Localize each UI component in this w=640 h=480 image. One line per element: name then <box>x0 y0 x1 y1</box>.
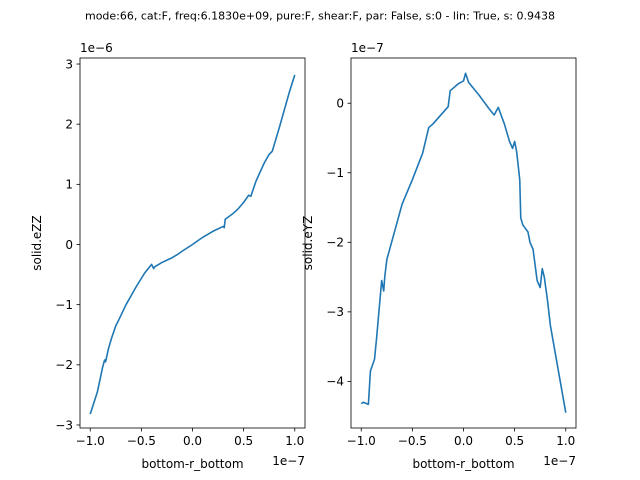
y-tick-label: 3 <box>65 57 73 71</box>
y-tick-label: −1 <box>326 166 344 180</box>
x-tick-label: 0.5 <box>234 434 253 448</box>
y-tick-label: −1 <box>55 298 73 312</box>
y-axis-multiplier: 1e−7 <box>351 41 384 55</box>
y-tick-label: −3 <box>326 305 344 319</box>
series-line-0 <box>360 72 567 413</box>
x-tick-label: 0.0 <box>183 434 202 448</box>
x-tick-label: 0.0 <box>454 434 473 448</box>
y-tick-label: −3 <box>55 418 73 432</box>
x-tick-label: −1.0 <box>347 434 376 448</box>
x-tick-label: −0.5 <box>398 434 427 448</box>
y-tick-label: 2 <box>65 117 73 131</box>
series-line-0 <box>89 74 296 415</box>
x-tick-label: −1.0 <box>76 434 105 448</box>
x-tick-label: 1.0 <box>285 434 304 448</box>
y-tick-label: 1 <box>65 178 73 192</box>
x-axis-multiplier: 1e−7 <box>543 454 576 468</box>
x-tick-label: 0.5 <box>505 434 524 448</box>
y-tick-label: −2 <box>326 236 344 250</box>
y-axis-label: solid.eYZ <box>301 216 315 271</box>
y-axis-label: solid.eZZ <box>30 215 44 271</box>
x-tick-label: −0.5 <box>127 434 156 448</box>
y-tick-label: −2 <box>55 358 73 372</box>
x-tick-label: 1.0 <box>556 434 575 448</box>
x-axis-label: bottom-r_bottom <box>141 457 243 471</box>
y-tick-label: 0 <box>65 238 73 252</box>
y-tick-label: 0 <box>336 97 344 111</box>
y-tick-label: −4 <box>326 375 344 389</box>
left-subplot: −1.0 −0.5 0.0 0.5 1.0 −3 −2 −1 0 1 2 3 bottom-r_bott… <box>30 41 306 471</box>
x-axis-label: bottom-r_bottom <box>412 457 514 471</box>
figure-title: mode:66, cat:F, freq:6.1830e+09, pure:F,… <box>85 10 555 23</box>
y-axis-multiplier: 1e−6 <box>80 41 113 55</box>
axes-frame <box>350 57 577 429</box>
x-axis-multiplier: 1e−7 <box>272 454 305 468</box>
right-subplot: −1.0 −0.5 0.0 0.5 1.0 −4 −3 −2 −1 0 bottom-r_botto… <box>301 41 577 471</box>
axes-frame <box>79 57 306 429</box>
